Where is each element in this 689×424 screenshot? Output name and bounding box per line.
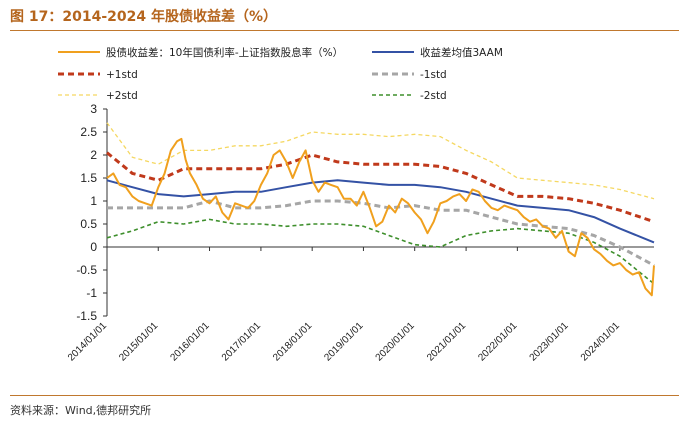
x-tick-labels: 2014/01/01 2015/01/01 2016/01/01 2017/01/01… — [66, 320, 622, 363]
source-rule — [10, 395, 679, 396]
legend-plus1std-label: +1std — [106, 69, 138, 81]
y-tick-label: 3 — [90, 102, 97, 116]
x-tick-label: 2021/01/01 — [425, 320, 468, 363]
y-tick-label: 1 — [90, 194, 97, 208]
x-tick-label: 2015/01/01 — [117, 320, 160, 363]
title-rule — [10, 30, 679, 31]
spread-line — [106, 137, 655, 297]
y-tick-label: -1.5 — [76, 309, 97, 323]
x-tick-label: 2022/01/01 — [476, 320, 519, 363]
y-tick-label: 2.5 — [80, 125, 97, 139]
series-lines — [106, 122, 655, 297]
x-tick-label: 2016/01/01 — [168, 320, 211, 363]
y-tick-label: -0.5 — [76, 263, 97, 277]
x-tick-label: 2017/01/01 — [220, 320, 263, 363]
y-tick-label: -1 — [86, 286, 97, 300]
legend-plus2std-label: +2std — [106, 90, 138, 102]
x-tick-label: 2023/01/01 — [528, 320, 571, 363]
minus1std-line — [107, 199, 655, 267]
legend: 股债收益差：10年国债利率-上证指数股息率（%） 收益差均值3AAM +1std -1… — [58, 46, 503, 102]
legend-spread-label: 股债收益差：10年国债利率-上证指数股息率（%） — [106, 46, 343, 59]
x-tick-label: 2018/01/01 — [271, 320, 314, 363]
y-tick-label: 0.5 — [80, 217, 97, 231]
plus1std-line — [106, 151, 655, 224]
legend-mean-label: 收益差均值3AAM — [420, 46, 503, 59]
legend-minus2std-label: -2std — [420, 90, 447, 102]
x-tick-label: 2020/01/01 — [374, 320, 417, 363]
y-tick-label: 2 — [90, 148, 97, 162]
plus2std-line — [106, 122, 655, 200]
figure-title: 图 17：2014-2024 年股债收益差（%） — [10, 9, 277, 25]
y-tick-label: 1.5 — [80, 171, 97, 185]
y-tick-labels: -1.5 -1 -0.5 0 0.5 1 1.5 2 2.5 3 — [76, 102, 97, 323]
x-tick-label: 2019/01/01 — [322, 320, 365, 363]
source-note: 资料来源：Wind,德邦研究所 — [10, 404, 152, 417]
legend-minus1std-label: -1std — [420, 69, 447, 81]
chart-axes — [103, 108, 654, 317]
minus2std-line — [106, 218, 655, 285]
y-tick-label: 0 — [90, 240, 97, 254]
x-tick-label: 2014/01/01 — [66, 320, 109, 363]
mean-line — [106, 179, 655, 244]
x-tick-label: 2024/01/01 — [579, 320, 622, 363]
